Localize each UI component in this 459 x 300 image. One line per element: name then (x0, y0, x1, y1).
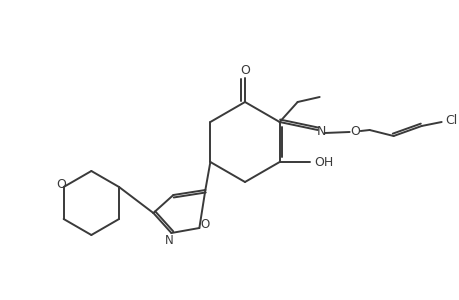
Text: O: O (56, 178, 67, 190)
Text: N: N (316, 124, 325, 137)
Text: N: N (165, 233, 174, 247)
Text: O: O (350, 124, 360, 137)
Text: O: O (200, 218, 209, 230)
Text: Cl: Cl (445, 113, 457, 127)
Text: OH: OH (313, 155, 332, 169)
Text: O: O (240, 64, 249, 76)
